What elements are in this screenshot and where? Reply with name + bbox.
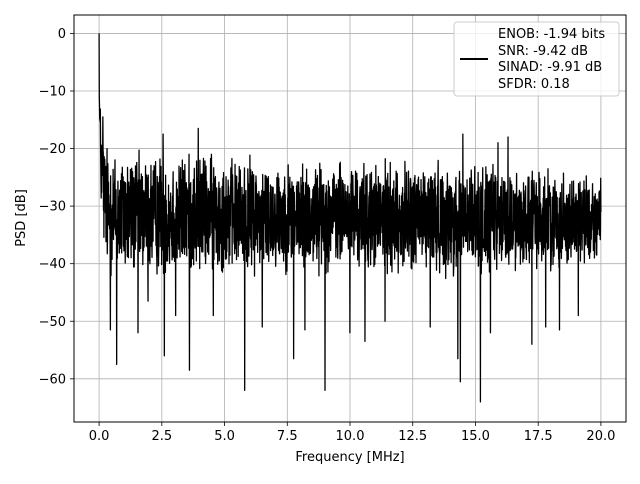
x-axis-ticks: 0.0 2.5 5.0 7.5 10.0 12.5 15.0 17.5 20.0	[89, 422, 615, 444]
x-tick-label: 2.5	[151, 429, 172, 444]
y-axis-ticks: 0 −10 −20 −30 −40 −50 −60	[39, 27, 74, 387]
x-tick-label: 10.0	[336, 429, 365, 444]
x-tick-label: 5.0	[214, 429, 235, 444]
plot-area	[98, 33, 602, 403]
x-tick-label: 12.5	[398, 429, 427, 444]
legend: ENOB: -1.94 bits SNR: -9.42 dB SINAD: -9…	[453, 21, 620, 97]
legend-sinad: SINAD: -9.91 dB	[498, 60, 602, 75]
y-tick-label: −40	[39, 257, 66, 272]
legend-sfdr: SFDR: 0.18	[498, 77, 570, 92]
x-tick-label: 7.5	[277, 429, 298, 444]
x-tick-label: 20.0	[586, 429, 615, 444]
x-tick-label: 0.0	[89, 429, 110, 444]
y-tick-label: −20	[39, 142, 66, 157]
y-tick-label: −10	[39, 84, 66, 99]
x-axis-label: Frequency [MHz]	[295, 450, 404, 465]
x-tick-label: 17.5	[524, 429, 553, 444]
y-tick-label: −50	[39, 315, 66, 330]
legend-enob: ENOB: -1.94 bits	[498, 27, 605, 42]
y-tick-label: 0	[58, 27, 66, 42]
y-tick-label: −60	[39, 372, 66, 387]
x-tick-label: 15.0	[461, 429, 490, 444]
psd-series-line	[98, 33, 602, 403]
legend-box	[453, 21, 620, 97]
y-axis-label: PSD [dB]	[14, 189, 29, 247]
y-tick-label: −30	[39, 200, 66, 215]
legend-snr: SNR: -9.42 dB	[498, 44, 588, 59]
